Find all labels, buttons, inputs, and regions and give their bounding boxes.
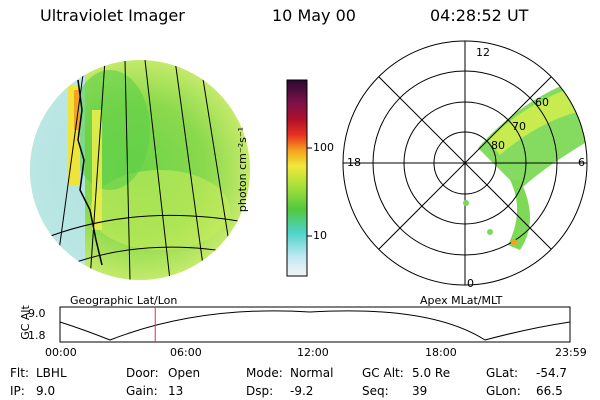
timeline-ytick-bottom: 1.8 [28, 329, 46, 342]
colorbar-tick-100: 100 [313, 141, 334, 154]
timeline-ytick-top: 9.0 [28, 307, 46, 320]
door-value: Open [168, 366, 201, 380]
polar-plot [342, 40, 588, 286]
image-title: Ultraviolet Imager [40, 6, 185, 25]
dsp-label: Dsp: [246, 384, 274, 398]
glat-label: GLat: [486, 366, 519, 380]
colorbar-tick-10: 10 [313, 229, 327, 242]
timeline-xtick-0600: 06:00 [170, 346, 202, 359]
gain-value: 13 [168, 384, 184, 398]
timeline-xtick-1800: 18:00 [425, 346, 457, 359]
seq-value: 39 [412, 384, 428, 398]
gain-label: Gain: [126, 384, 158, 398]
ip-label: IP: [10, 384, 25, 398]
timeline-xtick-0000: 00:00 [45, 346, 77, 359]
geographic-disk-image [30, 60, 250, 280]
gcalt-value: 5.0 Re [412, 366, 451, 380]
polar-hour-18: 18 [347, 156, 361, 169]
polar-hour-12: 12 [476, 46, 490, 59]
polar-lat-80: 80 [491, 139, 505, 152]
polar-hour-6: 6 [578, 156, 585, 169]
seq-label: Seq: [362, 384, 389, 398]
polar-hour-0: 0 [467, 277, 474, 290]
image-time: 04:28:52 UT [430, 6, 529, 25]
glat-value: -54.7 [536, 366, 568, 380]
caption-geographic: Geographic Lat/Lon [70, 294, 178, 307]
ip-value: 9.0 [36, 384, 56, 398]
flt-label: Flt: [10, 366, 29, 380]
dsp-value: -9.2 [290, 384, 314, 398]
glon-label: GLon: [486, 384, 521, 398]
gcalt-label: GC Alt: [362, 366, 404, 380]
flt-value: LBHL [36, 366, 67, 380]
caption-apex: Apex MLat/MLT [420, 294, 503, 307]
glon-value: 66.5 [536, 384, 563, 398]
timeline-xtick-1200: 12:00 [297, 346, 329, 359]
colorbar [286, 79, 312, 277]
polar-lat-60: 60 [535, 96, 549, 109]
colorbar-unit-label: photon cm⁻²s⁻¹ [236, 126, 250, 213]
timeline-xtick-2359: 23:59 [555, 346, 587, 359]
door-label: Door: [126, 366, 159, 380]
polar-lat-70: 70 [512, 120, 526, 133]
altitude-timeline [59, 306, 571, 343]
image-date: 10 May 00 [272, 6, 356, 25]
mode-value: Normal [290, 366, 334, 380]
mode-label: Mode: [246, 366, 283, 380]
